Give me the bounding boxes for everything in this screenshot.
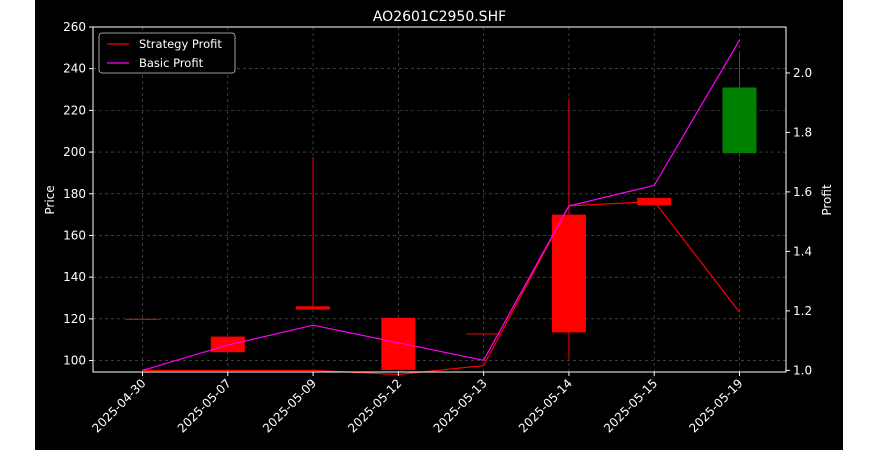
y2-tick-label: 1.4 — [793, 244, 812, 258]
legend-box — [98, 32, 236, 74]
y2-tick-label: 1.8 — [793, 125, 812, 139]
y2-tick-label: 1.0 — [793, 363, 812, 377]
candle-body — [551, 214, 586, 333]
candle-body — [466, 333, 501, 335]
legend-label-strategy-profit: Strategy Profit — [139, 37, 222, 51]
candle-body — [722, 87, 757, 154]
profit-lines — [142, 39, 741, 376]
y-tick-label: 120 — [63, 312, 86, 326]
legend-label-basic-profit: Basic Profit — [139, 56, 204, 70]
candle-body — [296, 306, 331, 310]
strategy-profit-line — [142, 200, 740, 376]
y-tick-label: 180 — [63, 187, 86, 201]
y-tick-label: 260 — [63, 20, 86, 34]
legend: Strategy Profit Basic Profit — [98, 32, 236, 74]
y2-tick-label: 2.0 — [793, 66, 812, 80]
plot-area — [93, 27, 786, 372]
y-tick-label: 160 — [63, 228, 86, 242]
y-tick-label: 220 — [63, 103, 86, 117]
basic-profit-line — [142, 39, 741, 371]
candle-body — [125, 318, 160, 320]
plot-frame — [92, 26, 787, 373]
right-axis: 1.0 1.2 1.4 1.6 1.8 2.0 — [786, 66, 812, 377]
candle-body — [210, 336, 245, 353]
candle-body — [381, 317, 416, 370]
y2-tick-label: 1.2 — [793, 304, 812, 318]
chart-title: AO2601C2950.SHF — [373, 9, 506, 25]
y2-tick-label: 1.6 — [793, 185, 812, 199]
y-axis-label: Price — [43, 185, 57, 214]
y-tick-label: 140 — [63, 270, 86, 284]
y2-axis-label: Profit — [820, 184, 834, 216]
y-tick-label: 100 — [63, 354, 86, 368]
y-tick-label: 240 — [63, 62, 86, 76]
left-axis: 100 120 140 160 180 200 220 240 260 — [63, 20, 93, 368]
y-tick-label: 200 — [63, 145, 86, 159]
